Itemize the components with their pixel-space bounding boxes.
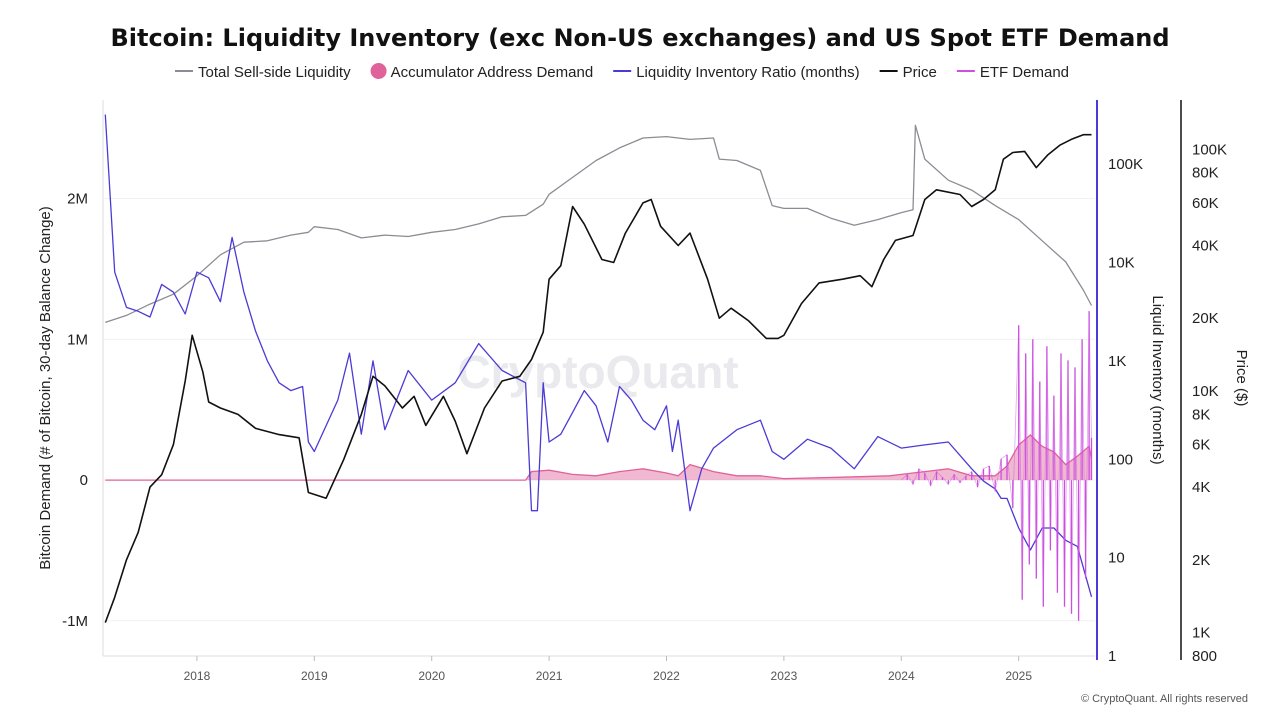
left-axis-title: Bitcoin Demand (# of Bitcoin, 30-day Bal… [37,206,54,570]
axes: -1M 0 1M 2M 2018 2019 2020 2021 2022 2023 2024 2025… [62,100,1227,683]
legend-label: Accumulator Address Demand [391,64,594,81]
legend-label: ETF Demand [980,64,1069,81]
legend-item[interactable]: Price [879,64,937,81]
price-line [104,133,1092,623]
legend-item[interactable]: Liquidity Inventory Ratio (months) [613,64,860,81]
price-tick-label: 4K [1192,479,1210,496]
price-tick-label: 60K [1192,195,1219,212]
watermark: CryptoQuant [457,346,738,398]
legend-dot-marker [370,63,387,79]
price-tick-label: 40K [1192,237,1219,254]
gridlines [103,198,1095,622]
inventory-tick-label: 10K [1108,255,1135,272]
price-tick-label: 1K [1192,625,1210,642]
x-tick-label: 2024 [888,669,915,683]
price-tick-label: 10K [1192,383,1219,400]
inventory-tick-label: 100 [1108,451,1133,468]
etf-demand-line [901,311,1092,621]
price-tick-label: 20K [1192,310,1219,327]
inventory-tick-label: 1K [1108,353,1126,370]
price-tick-label: 80K [1192,165,1219,182]
price-tick-label: 100K [1192,141,1227,158]
sell-side-liquidity-line [105,124,1093,324]
x-tick-label: 2023 [771,669,798,683]
x-tick-label: 2022 [653,669,680,683]
chart-title: Bitcoin: Liquidity Inventory (exc Non-US… [110,24,1169,52]
price-tick-label: 8K [1192,406,1210,423]
inventory-tick-label: 1 [1108,648,1116,665]
left-tick-label: -1M [62,613,88,630]
accumulator-demand-area [105,435,1092,481]
x-tick-label: 2025 [1005,669,1032,683]
legend-label: Total Sell-side Liquidity [198,64,351,81]
x-tick-label: 2020 [418,669,445,683]
x-tick-label: 2018 [184,669,211,683]
legend-item[interactable]: Accumulator Address Demand [370,63,594,81]
inventory-tick-label: 100K [1108,156,1143,173]
left-tick-label: 2M [67,191,88,208]
legend-item[interactable]: Total Sell-side Liquidity [175,64,351,81]
accumulator-demand-line [105,434,1093,481]
legend-item[interactable]: ETF Demand [956,64,1069,81]
plot-area [104,114,1093,623]
price-axis-title: Price ($) [1233,350,1250,407]
legend-label: Price [903,64,937,81]
legend: Total Sell-side Liquidity Accumulator Add… [175,63,1069,81]
price-tick-label: 2K [1192,552,1210,569]
liquid-inventory-axis-title: Liquid Inventory (months) [1149,295,1166,464]
copyright-notice: © CryptoQuant. All rights reserved [1081,693,1248,705]
price-tick-label: 6K [1192,437,1210,454]
price-tick-label: 800 [1192,648,1217,665]
left-tick-label: 0 [80,472,88,489]
left-tick-label: 1M [67,331,88,348]
inventory-tick-label: 10 [1108,550,1125,567]
x-tick-label: 2019 [301,669,328,683]
x-tick-label: 2021 [536,669,563,683]
inventory-ratio-line [104,114,1093,597]
legend-label: Liquidity Inventory Ratio (months) [636,64,859,81]
